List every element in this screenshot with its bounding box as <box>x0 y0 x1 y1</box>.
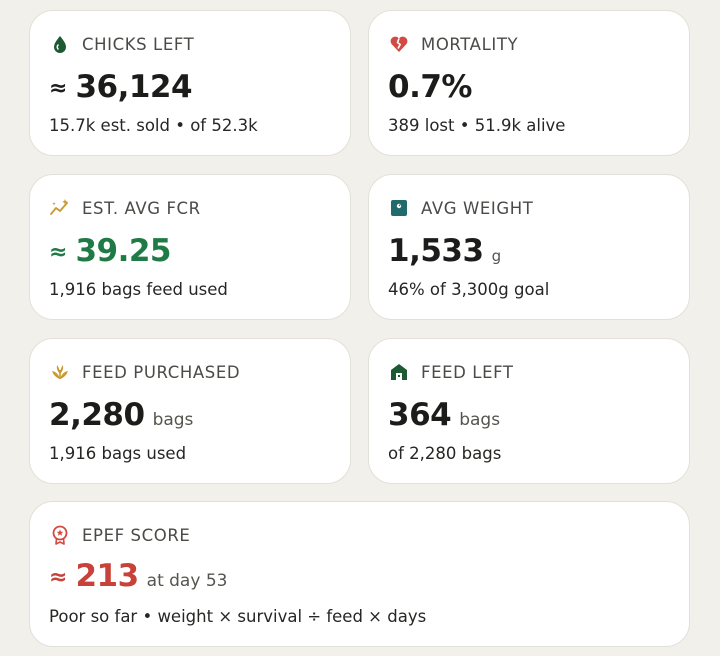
card-header: FEED PURCHASED <box>50 361 240 383</box>
card-value: 364 <box>388 397 452 433</box>
card-subtext: 15.7k est. sold • of 52.3k <box>49 116 258 135</box>
card-value: 36,124 <box>75 69 193 105</box>
approx-symbol: ≈ <box>49 240 68 265</box>
card-label: EST. AVG FCR <box>82 198 201 218</box>
drop-icon <box>50 34 70 54</box>
card-header: FEED LEFT <box>389 361 514 383</box>
card-label: FEED LEFT <box>421 362 514 382</box>
card-label: EPEF SCORE <box>82 525 191 545</box>
card-subtext: of 2,280 bags <box>388 444 502 463</box>
barn-icon <box>389 362 409 382</box>
card-value: 1,533 <box>388 233 484 269</box>
card-value: 0.7% <box>388 69 472 105</box>
broken-heart-icon <box>389 34 409 54</box>
card-value: 39.25 <box>75 233 171 269</box>
card-header: CHICKS LEFT <box>50 33 194 55</box>
card-subtext: 1,916 bags feed used <box>49 280 228 299</box>
card-value-row: ≈ 213 at day 53 <box>49 558 227 594</box>
trend-sparkle-icon <box>50 198 70 218</box>
card-unit: g <box>491 247 502 265</box>
card-unit: at day 53 <box>146 571 228 591</box>
card-value: 213 <box>75 558 139 594</box>
approx-symbol: ≈ <box>49 565 68 590</box>
card-subtext: 389 lost • 51.9k alive <box>388 116 566 135</box>
card-unit: bags <box>152 410 194 430</box>
approx-symbol: ≈ <box>49 76 68 101</box>
card-value-row: 364 bags <box>388 397 500 433</box>
mortality-card[interactable]: MORTALITY 0.7% 389 lost • 51.9k alive <box>368 10 690 156</box>
card-header: AVG WEIGHT <box>389 197 533 219</box>
card-label: FEED PURCHASED <box>82 362 241 382</box>
card-value-row: ≈ 39.25 <box>49 233 171 269</box>
card-subtext: 1,916 bags used <box>49 444 187 463</box>
card-header: EST. AVG FCR <box>50 197 201 219</box>
card-label: MORTALITY <box>421 34 519 54</box>
card-value-row: 1,533 g <box>388 233 501 269</box>
card-label: AVG WEIGHT <box>421 198 534 218</box>
card-unit: bags <box>459 410 501 430</box>
feed-purchased-card[interactable]: FEED PURCHASED 2,280 bags 1,916 bags use… <box>29 338 351 484</box>
est-avg-fcr-card[interactable]: EST. AVG FCR ≈ 39.25 1,916 bags feed use… <box>29 174 351 320</box>
card-subtext: Poor so far • weight × survival ÷ feed ×… <box>49 607 427 626</box>
chicks-left-card[interactable]: CHICKS LEFT ≈ 36,124 15.7k est. sold • o… <box>29 10 351 156</box>
card-header: EPEF SCORE <box>50 524 190 546</box>
card-value-row: 0.7% <box>388 69 472 105</box>
epef-score-card[interactable]: EPEF SCORE ≈ 213 at day 53 Poor so far •… <box>29 501 690 647</box>
card-value-row: ≈ 36,124 <box>49 69 193 105</box>
scale-icon <box>389 198 409 218</box>
card-subtext: 46% of 3,300g goal <box>388 280 550 299</box>
card-header: MORTALITY <box>389 33 518 55</box>
grain-icon <box>50 362 70 382</box>
avg-weight-card[interactable]: AVG WEIGHT 1,533 g 46% of 3,300g goal <box>368 174 690 320</box>
card-label: CHICKS LEFT <box>82 34 195 54</box>
award-badge-icon <box>50 525 70 545</box>
feed-left-card[interactable]: FEED LEFT 364 bags of 2,280 bags <box>368 338 690 484</box>
card-value: 2,280 <box>49 397 145 433</box>
card-value-row: 2,280 bags <box>49 397 193 433</box>
